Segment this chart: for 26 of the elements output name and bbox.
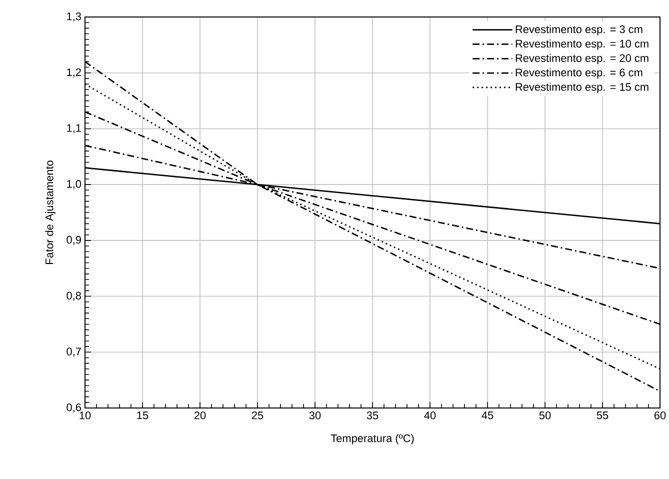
x-tick-label: 15 [137, 412, 148, 420]
x-tick-label: 55 [596, 412, 608, 420]
x-tick-label: 45 [482, 412, 494, 420]
x-axis-title: Temperatura (ºC) [330, 434, 414, 444]
legend-label: Revestimento esp. = 20 cm [516, 54, 648, 64]
y-tick-label: 1,2 [67, 68, 81, 78]
legend-label: Revestimento esp. = 10 cm [516, 40, 648, 50]
x-tick-label: 25 [252, 412, 264, 420]
y-tick-label: 0,9 [66, 236, 81, 245]
x-tick-label: 40 [424, 412, 436, 420]
y-tick-label: 0,8 [66, 292, 81, 301]
x-tick-label: 10 [80, 412, 91, 420]
x-tick-label: 60 [654, 412, 666, 420]
x-tick-label: 35 [366, 412, 378, 420]
legend-label: Revestimento esp. = 3 cm [516, 25, 642, 36]
y-axis-title: Fator de Ajustamento [45, 160, 56, 264]
y-tick-label: 0,7 [66, 348, 81, 357]
x-tick-label: 50 [539, 412, 551, 420]
legend-label: Revestimento esp. = 15 cm [516, 82, 648, 93]
x-tick-label: 30 [309, 412, 321, 420]
legend-label: Revestimento esp. = 6 cm [516, 68, 642, 79]
y-tick-label: 0,6 [66, 403, 81, 413]
x-tick-label: 20 [194, 412, 206, 420]
y-tick-label: 1,0 [67, 180, 82, 190]
y-tick-label: 1,3 [67, 12, 81, 22]
y-tick-label: 1,1 [67, 124, 81, 134]
